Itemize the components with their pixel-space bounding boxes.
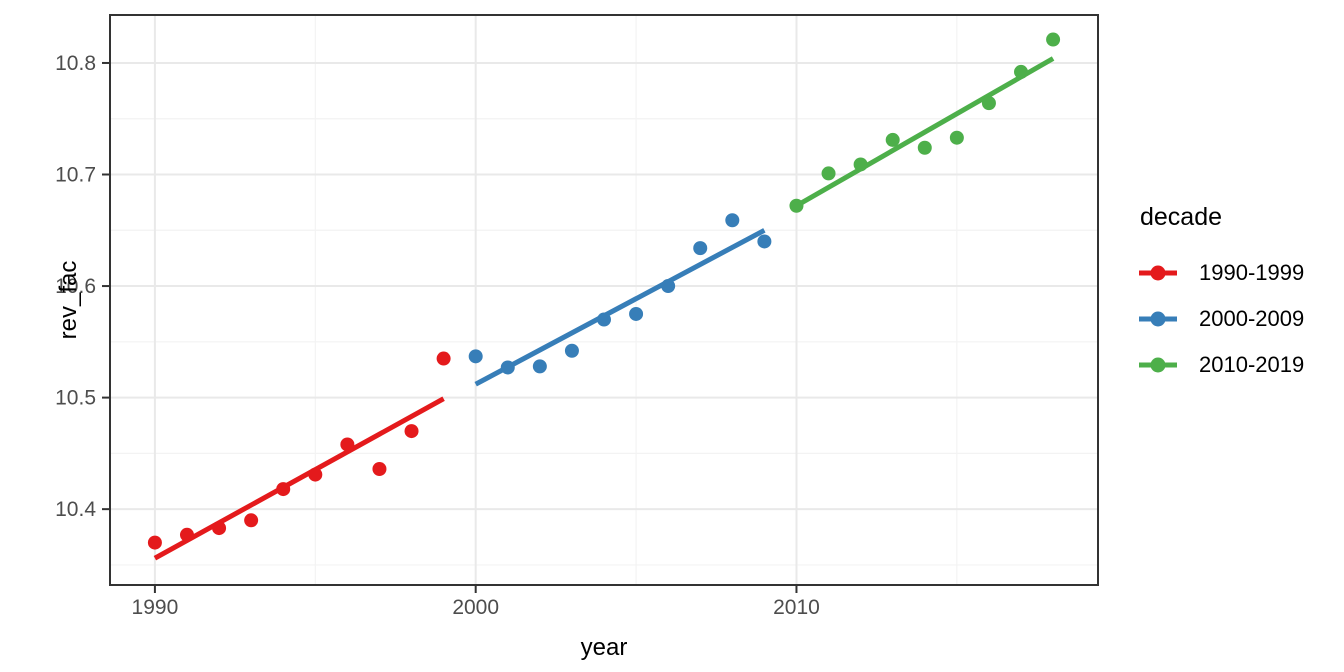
legend-entry: 2010-2019: [1138, 350, 1304, 380]
data-point: [276, 482, 291, 497]
data-point: [1046, 32, 1061, 47]
data-point: [597, 312, 611, 327]
data-point: [821, 166, 836, 181]
data-point: [981, 96, 996, 111]
legend-key-icon: [1139, 265, 1177, 281]
data-point: [147, 535, 162, 550]
y-tick-label: 10.8: [55, 52, 96, 75]
trend-line: [153, 396, 445, 561]
legend-title: decade: [1140, 203, 1223, 231]
data-point: [179, 527, 194, 542]
data-point: [564, 343, 579, 358]
legend-entry: 1990-1999: [1138, 258, 1304, 288]
data-point: [661, 279, 676, 294]
data-point: [244, 513, 259, 528]
x-tick-label: 1990: [132, 596, 179, 619]
x-tick-label: 2010: [773, 596, 820, 619]
data-point: [308, 467, 323, 482]
legend-key-icon: [1139, 357, 1177, 373]
trend-line: [474, 228, 766, 387]
data-point: [693, 241, 708, 256]
x-tick-label: 2000: [452, 596, 499, 619]
data-point: [372, 461, 387, 476]
data-point: [789, 198, 804, 213]
legend-label: 1990-1999: [1199, 260, 1305, 285]
data-point: [853, 157, 868, 172]
y-tick-label: 10.4: [55, 498, 96, 521]
data-point: [212, 521, 227, 536]
data-point: [757, 234, 772, 249]
y-axis-title: rev_fac: [55, 260, 82, 340]
panel-border: [109, 14, 1099, 586]
legend: decade 1990-1999 2000-2009 2010-2019: [1138, 203, 1304, 396]
data-point: [468, 349, 483, 364]
data-point: [885, 132, 900, 147]
trend-line: [795, 56, 1055, 208]
data-point: [917, 140, 932, 155]
x-axis-title: year: [580, 634, 628, 661]
data-point: [725, 213, 740, 228]
data-point: [436, 351, 451, 366]
legend-key-icon: [1139, 311, 1177, 327]
legend-label: 2010-2019: [1199, 352, 1305, 377]
data-point: [1014, 64, 1029, 79]
y-tick-label: 10.7: [55, 164, 96, 187]
data-point: [404, 424, 419, 439]
legend-entries: 1990-1999 2000-2009 2010-2019: [1138, 258, 1304, 380]
data-point: [629, 306, 644, 321]
y-tick-label: 10.6: [55, 275, 96, 298]
legend-label: 2000-2009: [1199, 306, 1305, 331]
data-point: [340, 437, 355, 452]
data-point: [532, 359, 547, 374]
data-point: [949, 130, 964, 145]
y-tick-label: 10.5: [55, 387, 96, 410]
legend-entry: 2000-2009: [1138, 304, 1304, 334]
data-point: [500, 360, 515, 375]
